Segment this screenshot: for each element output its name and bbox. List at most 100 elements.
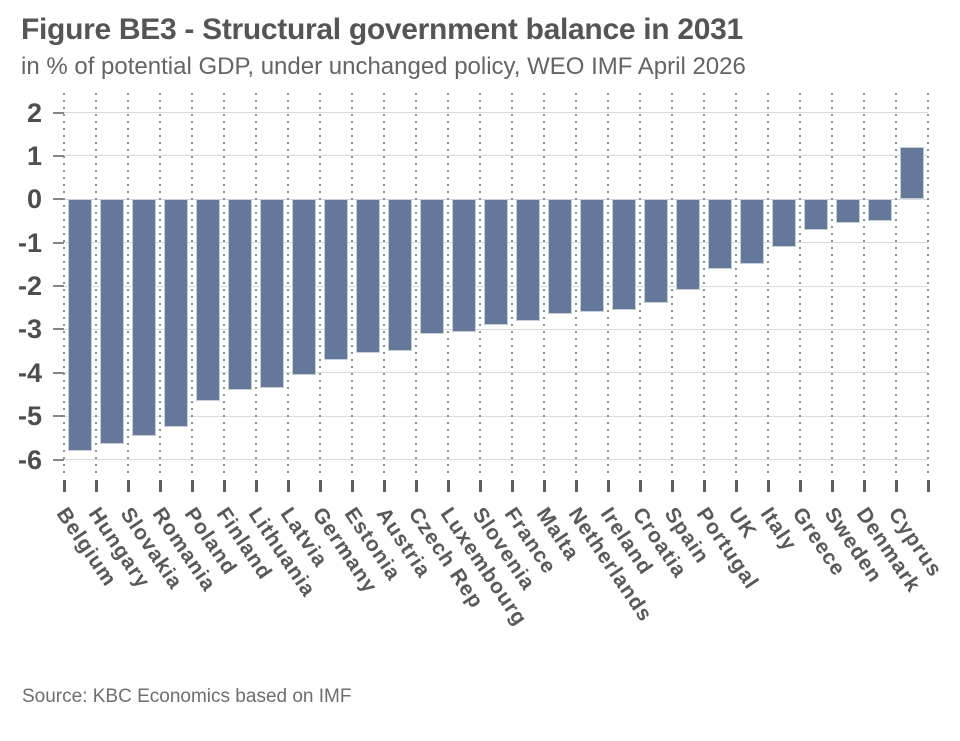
- category-separator-dotted-line: [735, 93, 737, 477]
- category-separator-dotted-line: [543, 93, 545, 477]
- y-gridline: [64, 112, 928, 114]
- y-gridline: [64, 459, 928, 461]
- x-axis-tick: [62, 480, 66, 492]
- x-axis-tick: [254, 480, 258, 492]
- x-axis-tick: [286, 480, 290, 492]
- x-axis-tick: [382, 480, 386, 492]
- bar-portugal: [708, 199, 732, 269]
- x-axis-tick: [606, 480, 610, 492]
- bar-finland: [228, 199, 252, 391]
- category-separator-dotted-line: [799, 93, 801, 477]
- bar-austria: [388, 199, 412, 352]
- bar-greece: [804, 199, 828, 230]
- x-axis-tick: [542, 480, 546, 492]
- y-gridline: [64, 155, 928, 157]
- y-gridline: [64, 372, 928, 374]
- category-separator-dotted-line: [383, 93, 385, 477]
- category-separator-dotted-line: [607, 93, 609, 477]
- bar-estonia: [356, 199, 380, 354]
- y-axis-tick: [53, 328, 64, 331]
- bar-slovakia: [132, 199, 156, 436]
- x-axis-tick: [894, 480, 898, 492]
- chart-subtitle: in % of potential GDP, under unchanged p…: [21, 53, 746, 80]
- x-axis-tick: [446, 480, 450, 492]
- bar-uk: [740, 199, 764, 265]
- source-note: Source: KBC Economics based on IMF: [22, 686, 352, 707]
- category-separator-dotted-line: [319, 93, 321, 477]
- category-separator-dotted-line: [703, 93, 705, 477]
- bar-lithuania: [260, 199, 284, 389]
- category-separator-dotted-line: [767, 93, 769, 477]
- bar-denmark: [868, 199, 892, 221]
- bar-netherlands: [580, 199, 604, 313]
- x-axis-tick: [350, 480, 354, 492]
- y-axis-tick: [53, 285, 64, 288]
- y-axis-label: -4: [17, 357, 42, 388]
- x-axis-tick: [926, 480, 930, 492]
- y-axis-label: -6: [17, 444, 42, 475]
- bar-czech-rep: [420, 199, 444, 334]
- bar-malta: [548, 199, 572, 315]
- bar-germany: [324, 199, 348, 360]
- bar-ireland: [612, 199, 636, 310]
- y-axis-tick: [53, 111, 64, 114]
- y-gridline: [64, 328, 928, 330]
- x-axis-tick: [318, 480, 322, 492]
- y-axis-tick: [53, 154, 64, 157]
- y-axis-tick: [53, 241, 64, 244]
- category-separator-dotted-line: [895, 93, 897, 477]
- category-separator-dotted-line: [671, 93, 673, 477]
- category-separator-dotted-line: [415, 93, 417, 477]
- bar-sweden: [836, 199, 860, 224]
- category-separator-dotted-line: [287, 93, 289, 477]
- x-axis-tick: [766, 480, 770, 492]
- y-axis-tick: [53, 198, 64, 201]
- category-separator-dotted-line: [63, 93, 65, 477]
- x-axis-tick: [222, 480, 226, 492]
- category-separator-dotted-line: [191, 93, 193, 477]
- bar-spain: [676, 199, 700, 291]
- bar-belgium: [68, 199, 92, 451]
- x-axis-tick: [158, 480, 162, 492]
- x-axis-tick: [510, 480, 514, 492]
- x-axis-tick: [638, 480, 642, 492]
- bar-hungary: [100, 199, 124, 445]
- x-axis-tick: [830, 480, 834, 492]
- y-axis-tick: [53, 415, 64, 418]
- category-separator-dotted-line: [639, 93, 641, 477]
- category-separator-dotted-line: [127, 93, 129, 477]
- y-axis-label: -2: [17, 271, 42, 302]
- bar-italy: [772, 199, 796, 248]
- y-axis-tick: [53, 458, 64, 461]
- category-separator-dotted-line: [159, 93, 161, 477]
- x-axis-tick: [574, 480, 578, 492]
- y-axis-label: 2: [26, 97, 42, 128]
- bar-cyprus: [900, 147, 924, 200]
- bar-luxembourg: [452, 199, 476, 332]
- x-axis-tick: [702, 480, 706, 492]
- category-separator-dotted-line: [511, 93, 513, 477]
- x-axis-tick: [190, 480, 194, 492]
- x-axis-tick: [862, 480, 866, 492]
- x-axis-tick: [414, 480, 418, 492]
- x-axis-tick: [734, 480, 738, 492]
- bar-france: [516, 199, 540, 321]
- category-separator-dotted-line: [479, 93, 481, 477]
- bar-poland: [196, 199, 220, 402]
- x-axis-tick: [478, 480, 482, 492]
- y-axis-label: -3: [17, 314, 42, 345]
- category-separator-dotted-line: [351, 93, 353, 477]
- x-axis-tick: [126, 480, 130, 492]
- bar-croatia: [644, 199, 668, 304]
- category-separator-dotted-line: [575, 93, 577, 477]
- bar-latvia: [292, 199, 316, 376]
- category-separator-dotted-line: [927, 93, 929, 477]
- category-separator-dotted-line: [95, 93, 97, 477]
- y-axis-label: 1: [26, 140, 42, 171]
- y-axis-label: -5: [17, 401, 42, 432]
- y-gridline: [64, 415, 928, 417]
- x-axis-tick: [670, 480, 674, 492]
- y-axis-label: 0: [26, 184, 42, 215]
